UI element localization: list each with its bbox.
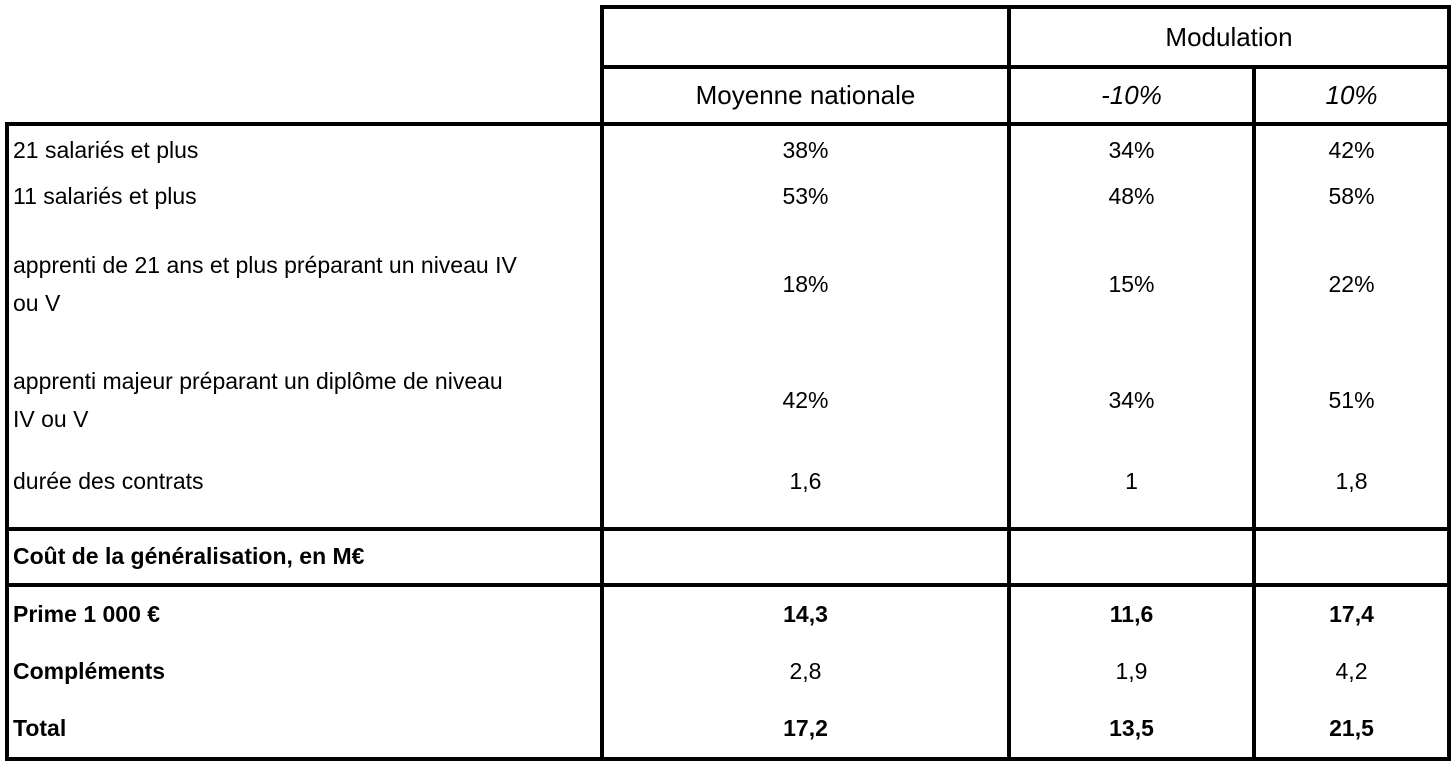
- cell-complements-plus10: 4,2: [1254, 643, 1452, 701]
- modulation-cost-table: Modulation Moyenne nationale -10% 10% 21…: [5, 5, 1452, 761]
- section-empty-cell-minus10: [1009, 527, 1256, 587]
- cell-21-salaries-minus10: 34%: [1009, 122, 1256, 176]
- table-row: Total 17,2 13,5 21,5: [5, 701, 1452, 761]
- cell-11-salaries-minus10: 48%: [1009, 176, 1256, 218]
- cell-prime-minus10: 11,6: [1009, 585, 1256, 643]
- cell-apprenti-majeur-minus10: 34%: [1009, 340, 1256, 450]
- row-label-duree-contrats: durée des contrats: [5, 450, 604, 531]
- cell-apprenti-21-minus10: 15%: [1009, 218, 1256, 340]
- cell-21-salaries-plus10: 42%: [1254, 122, 1452, 176]
- cell-apprenti-21-moyenne: 18%: [602, 218, 1011, 340]
- table-row: apprenti majeur préparant un diplôme de …: [5, 340, 1452, 450]
- cell-21-salaries-moyenne: 38%: [602, 122, 1011, 176]
- section-empty-cell-plus10: [1254, 527, 1452, 587]
- table-row: durée des contrats 1,6 1 1,8: [5, 450, 1452, 531]
- row-label-total: Total: [5, 701, 604, 761]
- section-header-row: Coût de la généralisation, en M€: [5, 527, 1452, 587]
- cell-11-salaries-moyenne: 53%: [602, 176, 1011, 218]
- row-label-text: apprenti majeur préparant un diplôme de …: [13, 368, 503, 432]
- cell-complements-moyenne: 2,8: [602, 643, 1011, 701]
- row-label-apprenti-21-ans: apprenti de 21 ans et plus préparant un …: [5, 218, 604, 340]
- table-row: apprenti de 21 ans et plus préparant un …: [5, 218, 1452, 340]
- header-row-modulation: Modulation: [7, 5, 1452, 69]
- row-label-complements: Compléments: [5, 643, 604, 701]
- section-header-cout-generalisation: Coût de la généralisation, en M€: [5, 527, 604, 587]
- cell-duree-plus10: 1,8: [1254, 450, 1452, 531]
- cell-prime-plus10: 17,4: [1254, 585, 1452, 643]
- cell-total-moyenne: 17,2: [602, 701, 1011, 761]
- cell-total-minus10: 13,5: [1009, 701, 1256, 761]
- table-row: Compléments 2,8 1,9 4,2: [5, 643, 1452, 701]
- row-label-21-salaries: 21 salariés et plus: [5, 122, 604, 176]
- section-empty-cell-moyenne: [602, 527, 1011, 587]
- header-corner-blank-2: [7, 67, 602, 124]
- cell-complements-minus10: 1,9: [1009, 643, 1256, 701]
- table-row: 21 salariés et plus 38% 34% 42%: [5, 122, 1452, 176]
- row-label-11-salaries: 11 salariés et plus: [5, 176, 604, 218]
- modulation-group-header: Modulation: [1009, 5, 1452, 69]
- cell-apprenti-21-plus10: 22%: [1254, 218, 1452, 340]
- row-label-text: apprenti de 21 ans et plus préparant un …: [13, 252, 517, 316]
- table-row: Prime 1 000 € 14,3 11,6 17,4: [5, 585, 1452, 643]
- cell-total-plus10: 21,5: [1254, 701, 1452, 761]
- cell-11-salaries-plus10: 58%: [1254, 176, 1452, 218]
- cell-duree-moyenne: 1,6: [602, 450, 1011, 531]
- cell-duree-minus10: 1: [1009, 450, 1256, 531]
- row-label-apprenti-majeur: apprenti majeur préparant un diplôme de …: [5, 340, 604, 450]
- col-header-minus-10: -10%: [1009, 67, 1256, 126]
- header-row-columns: Moyenne nationale -10% 10%: [7, 67, 1452, 126]
- row-label-prime-1000: Prime 1 000 €: [5, 585, 604, 643]
- cell-apprenti-majeur-plus10: 51%: [1254, 340, 1452, 450]
- header-corner-blank: [7, 7, 602, 67]
- cell-apprenti-majeur-moyenne: 42%: [602, 340, 1011, 450]
- cell-prime-moyenne: 14,3: [602, 585, 1011, 643]
- col-header-moyenne-nationale: Moyenne nationale: [600, 67, 1011, 126]
- col-header-plus-10: 10%: [1254, 67, 1452, 126]
- header-empty-cell: [600, 5, 1011, 69]
- table-row: 11 salariés et plus 53% 48% 58%: [5, 176, 1452, 218]
